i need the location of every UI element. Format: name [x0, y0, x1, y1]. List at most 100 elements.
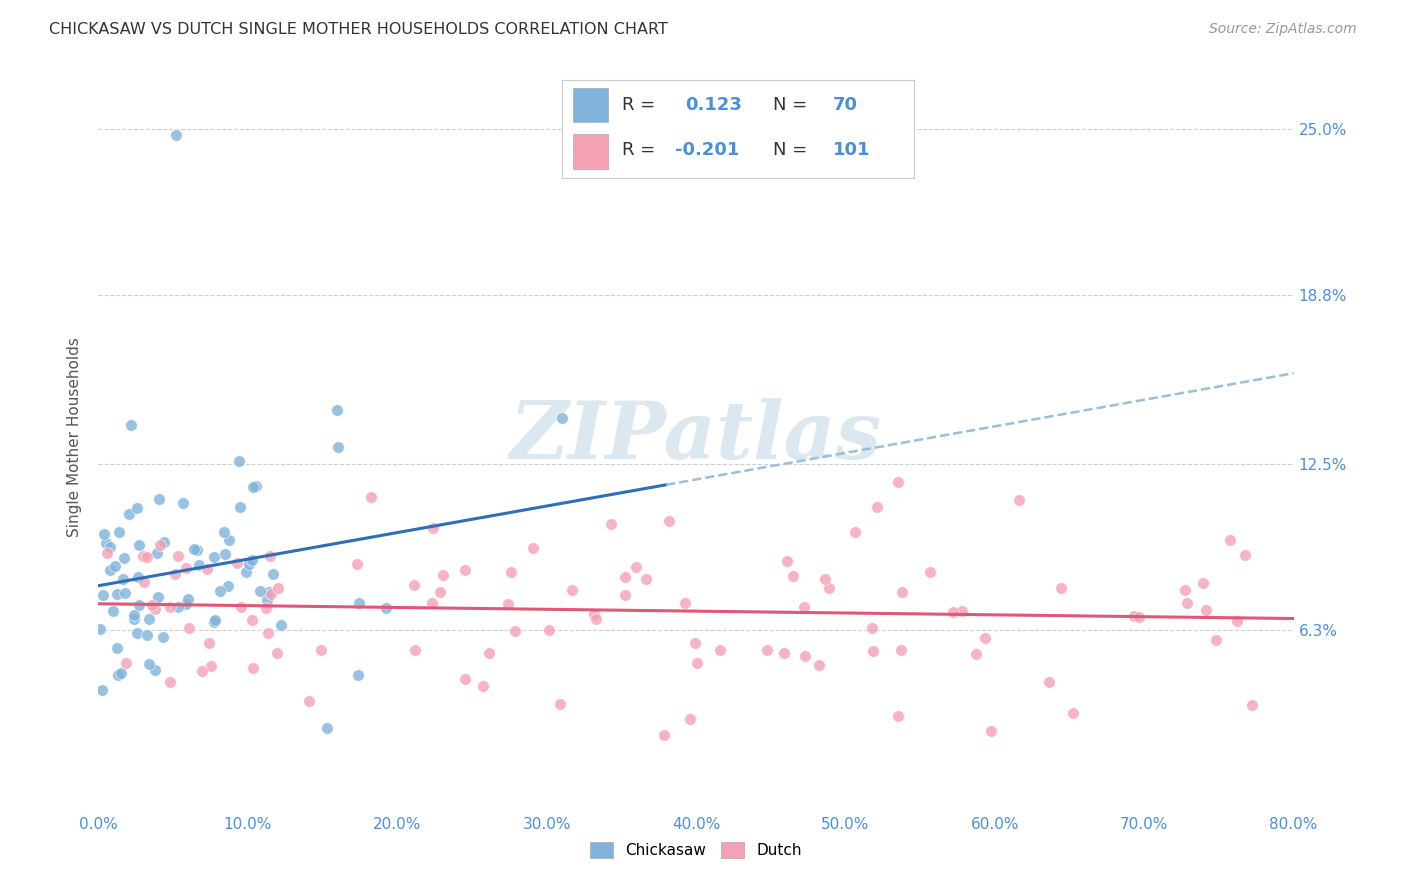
Point	[548, 697, 571, 711]
Point	[254, 601, 277, 615]
Point	[1234, 548, 1257, 562]
Point	[1038, 674, 1060, 689]
Point	[167, 549, 190, 563]
Point	[1062, 706, 1084, 720]
Point	[862, 644, 884, 658]
Point	[1192, 576, 1215, 591]
Point	[114, 586, 136, 600]
Point	[177, 592, 200, 607]
Text: N =: N =	[773, 142, 813, 160]
Y-axis label: Single Mother Households: Single Mother Households	[67, 337, 83, 537]
Point	[326, 403, 349, 417]
Point	[132, 574, 155, 589]
FancyBboxPatch shape	[574, 88, 609, 122]
Point	[522, 541, 544, 555]
Point	[374, 601, 396, 615]
Point	[256, 592, 278, 607]
Text: 0.123: 0.123	[686, 96, 742, 114]
Point	[107, 667, 129, 681]
Point	[141, 598, 163, 612]
Text: CHICKASAW VS DUTCH SINGLE MOTHER HOUSEHOLDS CORRELATION CHART: CHICKASAW VS DUTCH SINGLE MOTHER HOUSEHO…	[49, 22, 668, 37]
Point	[249, 584, 271, 599]
Point	[793, 599, 815, 614]
Point	[429, 584, 451, 599]
Point	[600, 517, 623, 532]
Point	[111, 572, 134, 586]
Point	[138, 657, 160, 671]
Point	[260, 587, 283, 601]
Point	[950, 604, 973, 618]
Point	[673, 596, 696, 610]
Point	[1128, 609, 1150, 624]
Point	[918, 566, 941, 580]
Point	[1049, 582, 1071, 596]
Point	[266, 647, 288, 661]
Point	[143, 663, 166, 677]
Point	[887, 709, 910, 723]
Point	[136, 628, 159, 642]
Point	[98, 540, 121, 554]
Point	[654, 728, 676, 742]
Point	[202, 615, 225, 629]
Point	[226, 557, 249, 571]
Text: R =: R =	[621, 96, 661, 114]
Point	[115, 656, 138, 670]
Point	[174, 560, 197, 574]
FancyBboxPatch shape	[574, 134, 609, 169]
Point	[91, 588, 114, 602]
Point	[1194, 603, 1216, 617]
Point	[315, 721, 337, 735]
Point	[204, 613, 226, 627]
Point	[167, 599, 190, 614]
Point	[143, 601, 166, 615]
Text: Source: ZipAtlas.com: Source: ZipAtlas.com	[1209, 22, 1357, 37]
Point	[404, 643, 426, 657]
Point	[188, 558, 211, 572]
Point	[120, 417, 142, 432]
Point	[122, 607, 145, 622]
Point	[773, 646, 796, 660]
Point	[231, 599, 253, 614]
Point	[866, 500, 889, 514]
Point	[326, 440, 349, 454]
Point	[112, 551, 135, 566]
Point	[472, 679, 495, 693]
Point	[217, 579, 239, 593]
Point	[146, 546, 169, 560]
Text: R =: R =	[621, 142, 661, 160]
Point	[613, 570, 636, 584]
Point	[172, 496, 194, 510]
Point	[453, 672, 475, 686]
Point	[110, 665, 132, 680]
Point	[404, 578, 426, 592]
Point	[98, 563, 121, 577]
Point	[360, 490, 382, 504]
Point	[148, 491, 170, 506]
Point	[218, 533, 240, 547]
Point	[136, 549, 159, 564]
Point	[132, 549, 155, 563]
Point	[197, 635, 219, 649]
Point	[624, 560, 647, 574]
Point	[685, 636, 707, 650]
Point	[152, 630, 174, 644]
Text: 101: 101	[832, 142, 870, 160]
Point	[658, 514, 681, 528]
Point	[782, 569, 804, 583]
Point	[262, 567, 284, 582]
Point	[183, 542, 205, 557]
Point	[860, 621, 883, 635]
Point	[1174, 582, 1197, 597]
Point	[1219, 533, 1241, 548]
Point	[808, 657, 831, 672]
Point	[501, 565, 523, 579]
Point	[179, 621, 201, 635]
Point	[1225, 614, 1247, 628]
Point	[240, 613, 263, 627]
Point	[561, 582, 583, 597]
Point	[256, 625, 278, 640]
Point	[420, 596, 443, 610]
Point	[817, 581, 839, 595]
Point	[585, 612, 607, 626]
Text: N =: N =	[773, 96, 813, 114]
